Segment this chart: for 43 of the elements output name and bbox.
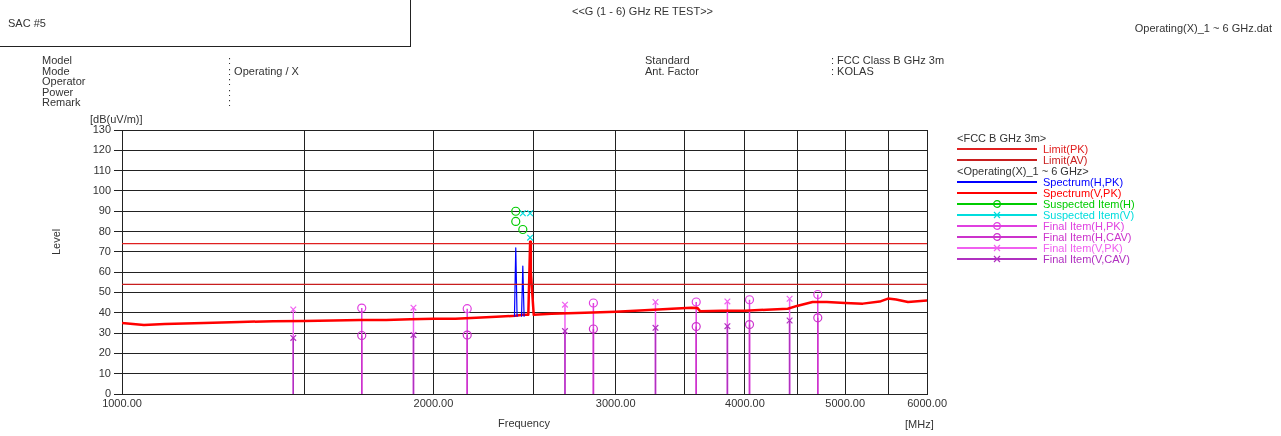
y-tick-label: 40 — [98, 305, 111, 318]
y-tick-label: 80 — [98, 224, 111, 237]
text: Final Item(V,CAV) — [1043, 253, 1130, 265]
text: [dB(uV/m)] — [90, 113, 143, 125]
text: Suspected Item(V) — [1043, 209, 1135, 221]
chart-title: <<G (1 - 6) GHz RE TEST>> — [571, 5, 713, 17]
y-tick-label: 60 — [98, 265, 111, 278]
legend-title: <FCC B GHz 3m> — [957, 132, 1048, 144]
y-tick-label: 50 — [98, 285, 111, 298]
text: Final Item(H,CAV) — [1043, 231, 1132, 243]
y-tick-label: 30 — [98, 326, 111, 339]
text: Limit(PK) — [1043, 143, 1089, 155]
y-axis-title: Level — [50, 228, 62, 255]
text: Ant. Factor : KOLAS — [645, 64, 874, 77]
text: Final Item(H,PK) — [1043, 220, 1125, 232]
x-tick-label: 5000.00 — [825, 396, 866, 409]
text: Remark : — [42, 96, 232, 108]
x-tick-label: 4000.00 — [725, 396, 765, 409]
y-tick-label: 100 — [92, 183, 111, 196]
y-tick-label: 20 — [98, 346, 111, 359]
text: SAC #5 — [8, 17, 46, 29]
y-tick-label: 120 — [92, 143, 111, 156]
text: <Operating(X)_1 ~ 6 GHz> — [957, 165, 1090, 177]
text: Standard : FCC Class B GHz 3m — [645, 54, 945, 66]
text: Suspected Item(H) — [1043, 198, 1135, 210]
x-axis-title: Frequency — [498, 417, 550, 429]
y-tick-label: 110 — [93, 163, 111, 176]
text: Spectrum(H,PK) — [1043, 176, 1124, 188]
text: Final Item(V,PK) — [1043, 242, 1123, 254]
y-tick-label: 90 — [98, 204, 111, 217]
text: Power : — [42, 85, 232, 98]
text: Limit(AV) — [1043, 154, 1088, 166]
x-tick-label: 3000.00 — [595, 396, 636, 409]
x-tick-label: 2000.00 — [413, 396, 454, 409]
text: Mode : Operating / X — [42, 64, 299, 77]
y-tick-label: 70 — [98, 244, 111, 257]
text: Operating(X)_1 ~ 6 GHz.dat — [1133, 22, 1272, 34]
text: Spectrum(V,PK) — [1043, 187, 1122, 199]
text: Model : — [42, 54, 232, 66]
text: Operator : — [42, 75, 232, 87]
text: [MHz] — [905, 418, 934, 430]
x-tick-label: 6000.00 — [907, 396, 947, 409]
y-tick-label: 10 — [98, 366, 111, 379]
